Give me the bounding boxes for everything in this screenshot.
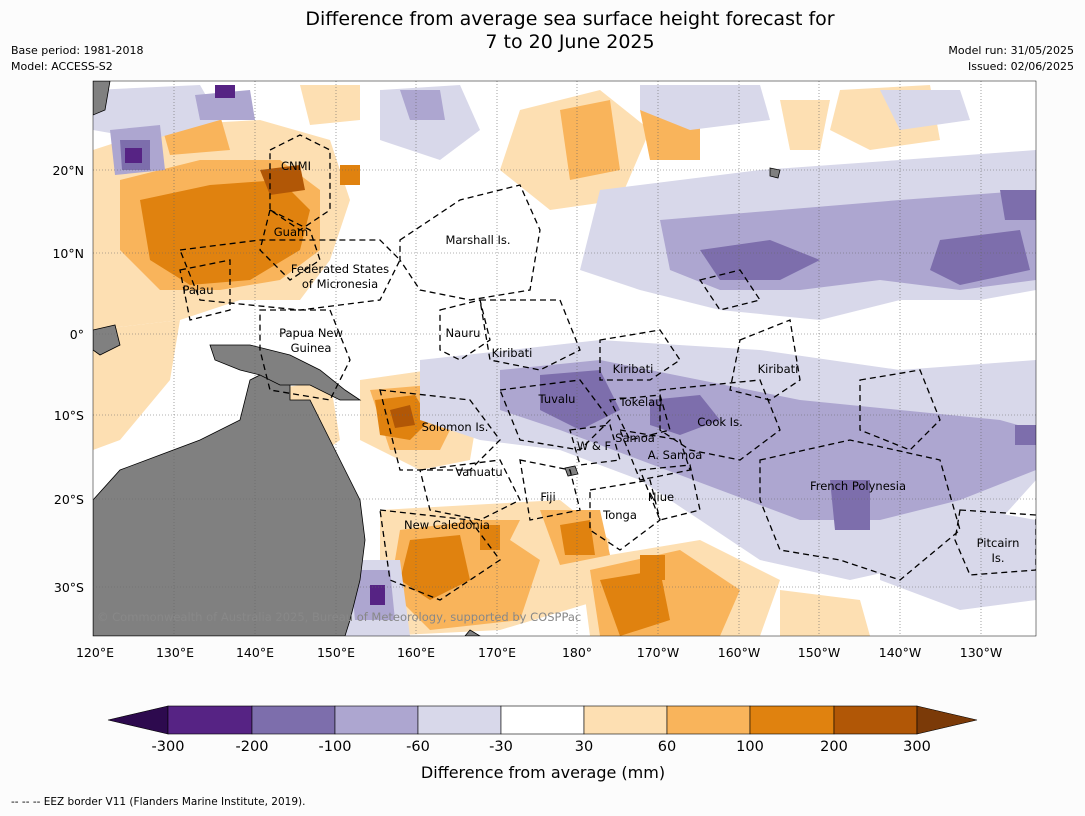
colorbar-ticks: -300 -200 -100 -60 -30 30 60 100 200 300 [152,739,931,755]
colorbar-segment [167,705,253,735]
asia-coast [93,81,111,116]
label-cnmi: CNMI [281,159,311,173]
lon-label: 150°E [317,645,355,660]
label-tokelau: Tokelau [619,395,663,409]
colorbar-segment [833,705,918,735]
meta-left: Base period: 1981-2018 Model: ACCESS-S2 [11,43,143,75]
chart-title: Difference from average sea surface heig… [0,8,1085,54]
model-run: Model run: 31/05/2025 [948,44,1074,57]
model-name: Model: ACCESS-S2 [11,60,113,73]
colorbar-segment [334,705,419,735]
lat-label: 10°S [54,408,84,423]
colorbar-tick: -60 [406,739,430,755]
lon-label: 170°E [478,645,516,660]
region-labels: CNMI Guam Marshall Is. Federated States … [183,159,1020,565]
new-guinea [209,344,362,401]
label-nauru: Nauru [446,326,481,340]
lon-label: 160°W [718,645,760,660]
title-line-1: Difference from average sea surface heig… [305,8,835,30]
colorbar-tick: -200 [236,739,269,755]
issued-date: Issued: 02/06/2025 [967,60,1074,73]
base-period: Base period: 1981-2018 [11,44,144,57]
lon-label: 160°E [397,645,435,660]
label-tuvalu: Tuvalu [538,392,576,406]
colorbar-min-extend [107,705,169,735]
label-new-caledonia: New Caledonia [404,518,490,532]
label-fsm-2: of Micronesia [302,277,378,291]
lon-label: 140°E [236,645,274,660]
label-french-polynesia: French Polynesia [810,479,906,493]
colorbar-label: Difference from average (mm) [421,763,665,782]
lat-label: 10°N [52,246,84,261]
fiji-island [564,465,579,477]
lon-label: 120°E [76,645,114,660]
colorbar-segment [251,705,336,735]
label-guam: Guam [274,225,308,239]
land-masses [93,81,781,636]
eez-borders [179,134,1036,601]
label-png-2: Guinea [291,341,332,355]
label-kiribati-west: Kiribati [492,346,533,360]
lon-label: 140°W [879,645,921,660]
label-niue: Niue [648,490,674,504]
copyright-notice: © Commonwealth of Australia 2025, Bureau… [97,610,581,624]
label-american-samoa: A. Samoa [648,448,703,462]
lat-label: 20°N [52,163,84,178]
colorbar-tick: -100 [319,739,352,755]
colorbar-max-extend [916,705,978,735]
colorbar-segment [500,705,585,735]
colorbar-segment [417,705,502,735]
colorbar-segment [666,705,751,735]
colorbar-segment [749,705,835,735]
eez-footnote: -- -- -- EEZ border V11 (Flanders Marine… [11,796,306,808]
lon-label: 150°W [798,645,840,660]
label-fiji: Fiji [540,490,555,504]
colorbar-tick: 30 [575,739,593,755]
label-pitcairn-2: Is. [991,551,1004,565]
colorbar-tick: 300 [903,739,931,755]
lat-axis-labels: 20°N 10°N 0° 10°S 20°S 30°S [52,163,84,595]
label-tonga: Tonga [602,508,637,522]
colorbar-tick: 60 [658,739,676,755]
label-png-1: Papua New [279,326,343,340]
lon-label: 130°E [156,645,194,660]
lon-label: 180° [562,645,592,660]
meta-right: Model run: 31/05/2025 Issued: 02/06/2025 [948,43,1074,75]
label-pitcairn-1: Pitcairn [977,536,1020,550]
label-palau: Palau [183,283,214,297]
hawaii [769,167,781,179]
label-solomon: Solomon Is. [422,420,489,434]
lon-label: 170°W [637,645,679,660]
label-cook: Cook Is. [697,415,742,429]
colorbar-tick: 100 [736,739,764,755]
colorbar [107,705,978,735]
colorbar-tick: -30 [489,739,513,755]
label-vanuatu: Vanuatu [455,465,502,479]
label-kiribati-central: Kiribati [613,362,654,376]
australia [93,369,366,636]
colorbar-segment [583,705,668,735]
colorbar-tick: 200 [820,739,848,755]
label-wallis-futuna: W & F [577,439,611,453]
label-kiribati-east: Kiribati [758,362,799,376]
colorbar-tick: -300 [152,739,185,755]
lat-label: 0° [70,327,84,342]
label-samoa: Samoa [615,431,655,445]
new-zealand [464,629,481,636]
lon-label: 130°W [960,645,1002,660]
lat-label: 20°S [54,492,84,507]
borneo-philippines [93,324,121,356]
label-marshall: Marshall Is. [445,233,510,247]
graticule [93,81,1036,636]
lat-label: 30°S [54,580,84,595]
lon-axis-labels: 120°E 130°E 140°E 150°E 160°E 170°E 180°… [76,645,1002,660]
title-line-2: 7 to 20 June 2025 [485,31,655,53]
label-fsm-1: Federated States [291,262,389,276]
